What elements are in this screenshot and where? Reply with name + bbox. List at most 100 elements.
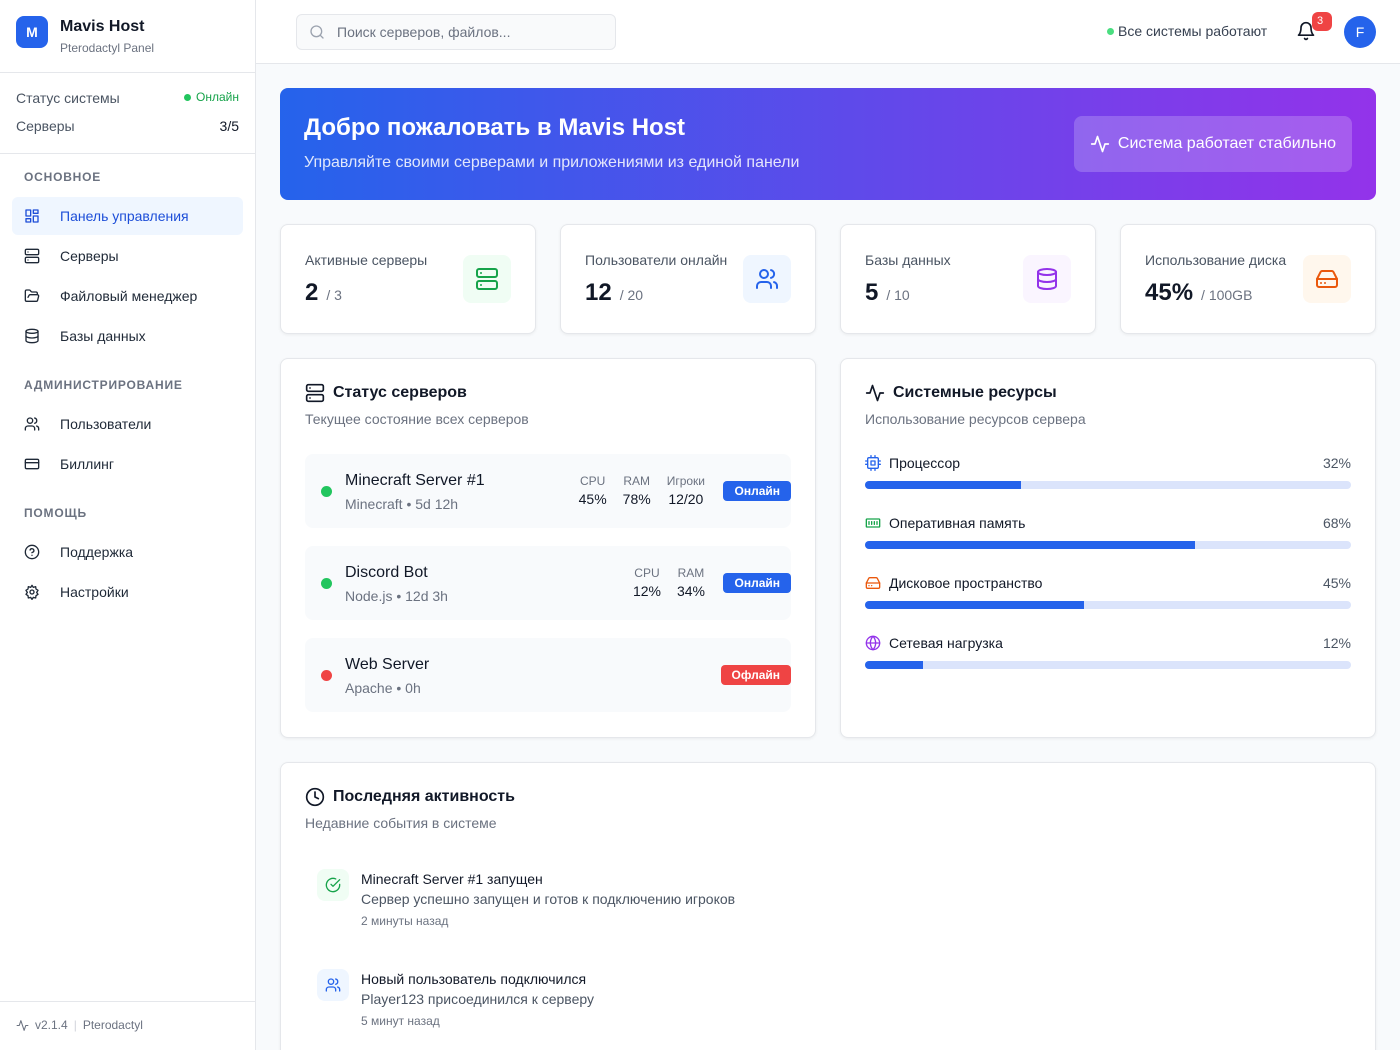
icon-part xyxy=(24,544,40,560)
metric-value: 45% xyxy=(578,491,607,507)
icon-part xyxy=(865,518,881,528)
nav-label: Файловый менеджер xyxy=(60,288,198,304)
sidebar: M Mavis Host Pterodactyl Panel Статус систе… xyxy=(0,0,256,1050)
nav-label: Базы данных xyxy=(60,328,146,344)
progress-track xyxy=(865,661,1351,669)
metrics: CPU 45% RAM 78% Игроки 12/20 xyxy=(579,474,705,507)
nav-item[interactable]: Серверы xyxy=(12,237,243,275)
icon xyxy=(865,635,881,651)
metric: CPU 45% xyxy=(579,474,607,507)
icon-part xyxy=(24,248,40,256)
resource-name: Процессор xyxy=(889,455,961,471)
system-status: Все системы работают xyxy=(1107,23,1267,39)
icon-part xyxy=(36,425,40,431)
icon xyxy=(309,24,325,40)
panel-subtitle: Использование ресурсов сервера xyxy=(865,411,1086,427)
icon-part xyxy=(325,877,341,893)
nav-item[interactable]: Поддержка xyxy=(12,533,243,571)
activity-description: Player123 присоединился к серверу xyxy=(361,991,595,1007)
stat-value-row: 12 / 20 xyxy=(585,279,643,307)
icon-part xyxy=(16,1019,29,1031)
server-name: Discord Bot xyxy=(345,564,428,581)
icon-part xyxy=(1297,21,1315,37)
metric-value: 12% xyxy=(632,583,661,599)
status-dot xyxy=(321,486,332,497)
notifications[interactable] xyxy=(1296,21,1316,41)
icon-part xyxy=(325,986,337,992)
activity-icon-box xyxy=(317,969,349,1001)
icon-part xyxy=(24,425,36,431)
nav-label: Серверы xyxy=(60,248,119,264)
icon-part xyxy=(305,383,325,393)
icon-part xyxy=(476,280,498,290)
icon xyxy=(305,787,325,807)
icon-part xyxy=(865,384,885,402)
search-box[interactable]: Поиск серверов, файлов... xyxy=(296,14,616,50)
stat-label: Использование диска xyxy=(1145,252,1287,268)
icon-part xyxy=(25,584,39,600)
progress-track xyxy=(865,601,1351,609)
icon xyxy=(1315,267,1339,291)
activity-title: Minecraft Server #1 запущен xyxy=(361,871,543,887)
icon-part xyxy=(24,289,40,302)
server-name: Minecraft Server #1 xyxy=(345,472,485,489)
icon-part xyxy=(867,457,879,469)
brand-subtitle: Pterodactyl Panel xyxy=(60,41,155,55)
activity-panel: Последняя активность Недавние события в с… xyxy=(280,762,1376,1050)
icon-part xyxy=(34,417,38,424)
resource-name: Сетевая нагрузка xyxy=(889,635,1003,651)
nav-item[interactable]: Панель управления xyxy=(12,197,243,235)
metric-label: Игроки xyxy=(666,474,705,488)
icon-part xyxy=(26,417,34,424)
stat-label: Активные серверы xyxy=(305,252,428,268)
icon-part xyxy=(773,281,779,289)
icon-part xyxy=(310,25,324,39)
status-dot xyxy=(1107,27,1114,35)
separator: | xyxy=(73,1018,77,1032)
section-title: АДМИНИСТРИРОВАНИЕ xyxy=(24,378,183,392)
resource-name: Дисковое пространство xyxy=(889,575,1043,591)
status-badge: Офлайн xyxy=(720,665,791,685)
avatar[interactable]: F xyxy=(1344,16,1376,48)
nav-item[interactable]: Настройки xyxy=(12,573,243,611)
server-row[interactable]: Discord Bot Node.js • 12d 3h CPU 12% RAM 34% О… xyxy=(305,546,791,620)
icon xyxy=(24,248,40,264)
icon-part xyxy=(32,215,39,223)
icon-part xyxy=(756,269,779,289)
status-label: Серверы xyxy=(16,118,75,134)
server-name: Web Server xyxy=(345,656,430,673)
status-dot xyxy=(321,578,332,589)
stat-card: Использование диска 45% / 100GB xyxy=(1120,224,1376,334)
panel-title: Последняя активность xyxy=(305,787,515,807)
stat-total: / 10 xyxy=(886,287,910,303)
divider xyxy=(0,1001,255,1002)
status-badge: Онлайн xyxy=(723,573,791,593)
nav-item[interactable]: Файловый менеджер xyxy=(12,277,243,315)
resource-value: 45% xyxy=(1322,575,1351,591)
stat-icon-box xyxy=(743,255,791,303)
icon-part xyxy=(24,248,40,264)
progress-fill xyxy=(865,661,924,669)
stat-label: Базы данных xyxy=(865,252,951,268)
banner-button[interactable]: Система работает стабильно xyxy=(1074,116,1352,172)
icon xyxy=(1090,134,1110,154)
nav-item[interactable]: Пользователи xyxy=(12,405,243,443)
status-dot xyxy=(321,670,332,681)
stat-value: 2 xyxy=(305,279,319,306)
server-row[interactable]: Minecraft Server #1 Minecraft • 5d 12h CPU… xyxy=(305,454,791,528)
icon xyxy=(24,328,40,344)
metrics: CPU 12% RAM 34% xyxy=(633,566,705,599)
status-value: Онлайн xyxy=(184,90,239,104)
nav-item[interactable]: Биллинг xyxy=(12,445,243,483)
icon xyxy=(865,575,881,591)
server-row[interactable]: Web Server Apache • 0h Офлайн xyxy=(305,638,791,712)
section-title: ПОМОЩЬ xyxy=(24,506,87,520)
icon xyxy=(305,383,325,403)
icon-part xyxy=(305,787,325,807)
icon xyxy=(865,455,881,471)
nav-item[interactable]: Базы данных xyxy=(12,317,243,355)
stat-card: Пользователи онлайн 12 / 20 xyxy=(560,224,816,334)
progress-fill xyxy=(865,541,1196,549)
nav-label: Настройки xyxy=(60,584,129,600)
